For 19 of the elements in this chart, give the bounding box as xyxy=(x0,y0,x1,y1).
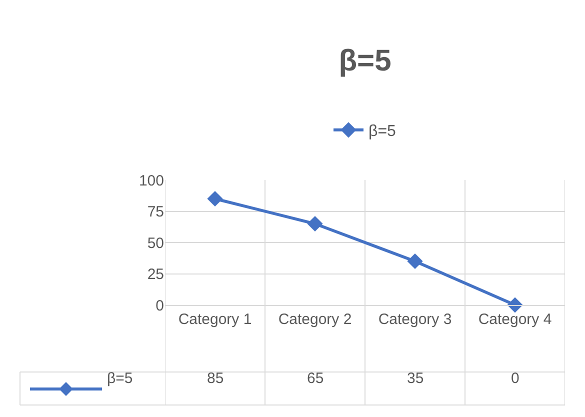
point xyxy=(307,216,323,232)
x-tick-label: Category 1 xyxy=(178,311,252,328)
y-tick-label: 0 xyxy=(156,297,164,314)
x-tick-label: Category 2 xyxy=(278,311,352,328)
point xyxy=(407,253,423,270)
y-tick-label: 25 xyxy=(147,266,164,283)
x-tick-label: Category 4 xyxy=(478,311,552,328)
y-tick-label: 50 xyxy=(147,234,164,252)
data-label: 85 xyxy=(207,370,224,387)
y-tick-label: 100 xyxy=(138,172,164,190)
data-label: 0 xyxy=(511,370,520,387)
x-tick-label: Category 3 xyxy=(378,311,452,328)
data-label: 35 xyxy=(407,370,424,387)
chart-title: β=5 xyxy=(338,44,392,78)
text: β=5 xyxy=(107,370,133,387)
point xyxy=(207,190,223,207)
legend-label: β=5 xyxy=(368,123,396,140)
data-label: 65 xyxy=(307,370,324,387)
y-tick-label: 75 xyxy=(147,204,164,220)
